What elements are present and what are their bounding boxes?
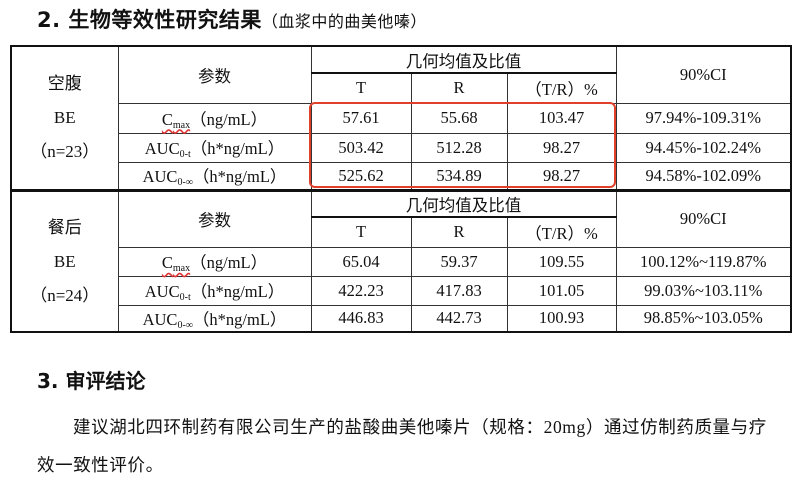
section-3-heading: 3. 审评结论 [37,369,146,393]
ratio-value: 109.55 [506,246,617,277]
geo-mean-header: 几何均值及比值 [310,190,617,218]
ci-value: 99.03%~103.11% [615,275,792,306]
geo-mean-header: 几何均值及比值 [310,45,617,74]
ratio-header: （T/R）% [506,72,617,104]
t-header: T [310,72,412,104]
t-value: 446.83 [310,304,412,333]
param-cell: Cmax（ng/mL） [117,246,312,277]
param-cell: AUC0-∞（h*ng/mL） [117,161,312,191]
table-row: Cmax（ng/mL） 65.04 59.37 109.55 100.12%~1… [11,246,792,277]
param-cell: Cmax（ng/mL） [117,102,312,134]
conclusion-paragraph: 建议湖北四环制药有限公司生产的盐酸曲美他嗪片（规格：20mg）通过仿制药质量与疗… [37,417,767,475]
ratio-value: 100.93 [506,304,617,333]
t-value: 422.23 [310,275,412,306]
ci-value: 100.12%~119.87% [615,246,792,277]
r-header: R [410,216,508,248]
r-header: R [410,72,508,104]
group-label: 空腹 BE （n=23） [10,45,119,191]
table-row: AUC0-t（h*ng/mL） 422.23 417.83 101.05 99.… [11,275,792,306]
ratio-header: （T/R）% [506,216,617,248]
section-2-heading: 2. 生物等效性研究结果（血浆中的曲美他嗪） [37,4,427,34]
r-value: 534.89 [410,161,508,191]
r-value: 59.37 [410,246,508,277]
r-value: 417.83 [410,275,508,306]
r-value: 55.68 [410,102,508,134]
param-header: 参数 [117,45,312,104]
r-value: 442.73 [410,304,508,333]
ci-value: 94.45%-102.24% [615,132,792,163]
group-label: 餐后 BE （n=24） [10,190,119,333]
table-row: AUC0-∞（h*ng/mL） 446.83 442.73 100.93 98.… [11,304,792,333]
ci-value: 98.85%~103.05% [615,304,792,333]
heading-text: 2. 生物等效性研究结果 [37,8,262,32]
t-value: 503.42 [310,132,412,163]
r-value: 512.28 [410,132,508,163]
param-cell: AUC0-∞（h*ng/mL） [117,304,312,333]
ratio-value: 101.05 [506,275,617,306]
t-value: 57.61 [310,102,412,134]
be-table-fed: 餐后 BE （n=24） 参数 几何均值及比值 90%CI T R （T/R）% Cma… [10,190,792,333]
ci-value: 94.58%-102.09% [615,161,792,191]
table-row: Cmax（ng/mL） 57.61 55.68 103.47 97.94%-10… [11,102,792,134]
table-row: AUC0-t（h*ng/mL） 503.42 512.28 98.27 94.4… [11,132,792,163]
ratio-value: 103.47 [506,102,617,134]
t-value: 525.62 [310,161,412,191]
ci-header: 90%CI [615,45,792,104]
t-header: T [310,216,412,248]
ratio-value: 98.27 [506,161,617,191]
be-table-fasting: 空腹 BE （n=23） 参数 几何均值及比值 90%CI T R （T/R）% Cma… [10,45,792,191]
ci-value: 97.94%-109.31% [615,102,792,134]
ratio-value: 98.27 [506,132,617,163]
table-row: AUC0-∞（h*ng/mL） 525.62 534.89 98.27 94.5… [11,161,792,191]
t-value: 65.04 [310,246,412,277]
param-cell: AUC0-t（h*ng/mL） [117,275,312,306]
param-header: 参数 [117,190,312,248]
param-cell: AUC0-t（h*ng/mL） [117,132,312,163]
ci-header: 90%CI [615,190,792,248]
heading-subtitle: （血浆中的曲美他嗪） [261,12,427,31]
